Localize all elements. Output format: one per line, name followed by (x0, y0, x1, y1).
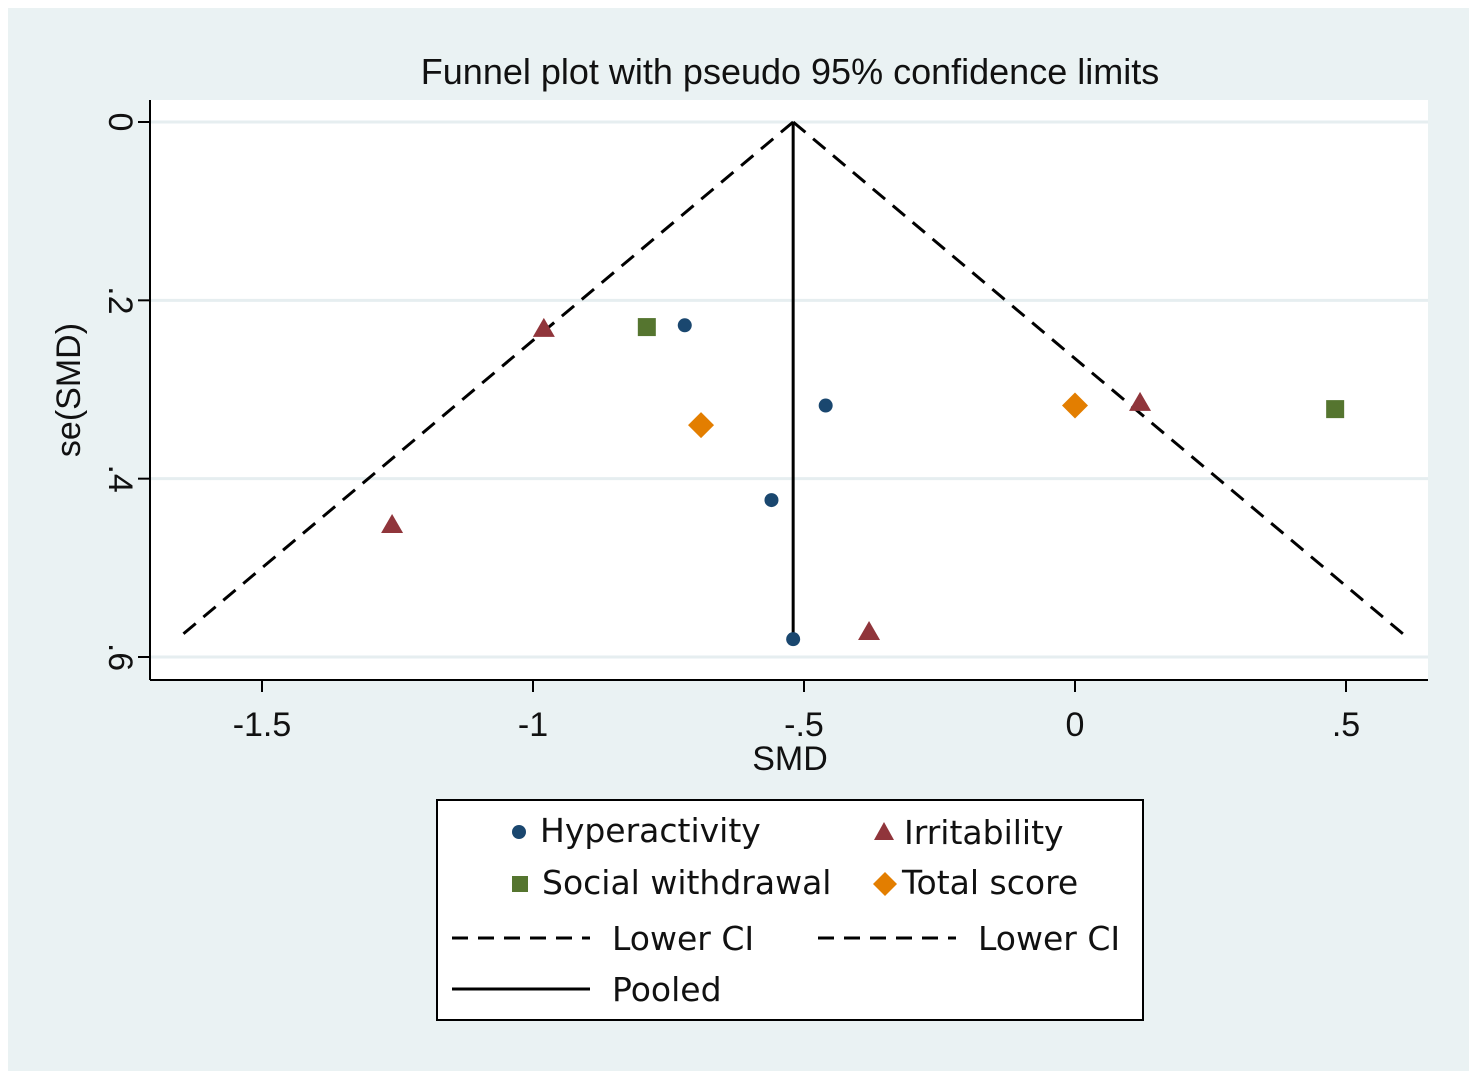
x-tick-label: -1.5 (233, 706, 292, 744)
legend-label-irritability: Irritability (904, 813, 1064, 852)
chart-title: Funnel plot with pseudo 95% confidence l… (421, 51, 1159, 92)
x-tick-label: -.5 (784, 706, 824, 744)
y-tick-label: .6 (101, 643, 139, 671)
legend-label-social-withdrawal: Social withdrawal (542, 863, 831, 902)
point-irritability (858, 621, 881, 641)
data-points (381, 317, 1345, 647)
lower-ci-line-left (176, 120, 795, 641)
x-axis-label: SMD (752, 740, 828, 778)
point-hyperactivity (818, 398, 833, 413)
legend-box (436, 799, 1144, 1021)
grid-lines (150, 120, 1428, 659)
y-tick-label: .4 (101, 464, 139, 492)
y-axis-label: se(SMD) (50, 323, 88, 457)
legend-marker-social-withdrawal (512, 876, 528, 892)
x-tick-label: .5 (1332, 706, 1360, 744)
point-hyperactivity (677, 318, 692, 333)
legend: Hyperactivity Irritability Social withdr… (436, 799, 1144, 1021)
point-total-score (1062, 392, 1088, 419)
x-tick-label: 0 (1066, 706, 1085, 744)
point-irritability (381, 514, 404, 534)
point-total-score (688, 412, 715, 439)
point-irritability (1129, 391, 1152, 411)
x-axis-ticks: -1.5 -1 -.5 0 .5 (233, 680, 1360, 744)
legend-marker-hyperactivity (512, 825, 526, 839)
point-hyperactivity (786, 632, 801, 647)
legend-marker-irritability (874, 822, 894, 840)
legend-marker-total-score (873, 872, 897, 896)
x-tick-label: -1 (518, 706, 548, 744)
legend-label-lower-ci-1: Lower CI (612, 919, 754, 958)
point-social-withdrawal (1326, 400, 1345, 419)
lower-ci-line-right (792, 120, 1411, 641)
legend-label-pooled: Pooled (612, 970, 722, 1009)
legend-label-lower-ci-2: Lower CI (978, 919, 1120, 958)
y-tick-label: .2 (101, 286, 139, 314)
legend-label-total-score: Total score (901, 863, 1078, 902)
legend-label-hyperactivity: Hyperactivity (540, 811, 761, 850)
y-axis-ticks: 0 .2 .4 .6 (101, 113, 150, 671)
y-tick-label: 0 (101, 113, 139, 132)
funnel-lines (176, 120, 1411, 641)
point-irritability (532, 317, 555, 337)
point-social-withdrawal (637, 318, 656, 337)
plot-area (150, 100, 1428, 680)
point-hyperactivity (764, 493, 779, 508)
